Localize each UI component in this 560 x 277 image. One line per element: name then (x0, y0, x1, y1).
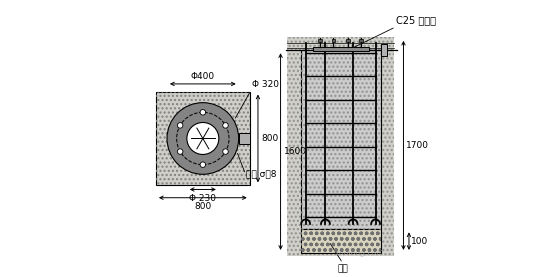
Circle shape (223, 149, 228, 154)
Bar (301, 50, 381, 229)
Text: 钢板 σ＝8: 钢板 σ＝8 (246, 170, 277, 179)
Circle shape (200, 109, 206, 115)
Circle shape (167, 103, 239, 174)
Circle shape (178, 149, 183, 154)
Bar (156, 92, 250, 185)
Bar (156, 92, 250, 185)
Bar (381, 44, 388, 56)
Text: 800: 800 (262, 134, 278, 143)
Text: Φ 320: Φ 320 (253, 80, 279, 89)
Bar (287, 37, 394, 256)
Text: 100: 100 (411, 237, 428, 246)
Circle shape (187, 122, 219, 155)
Text: 800: 800 (194, 202, 212, 211)
Text: zhulong.com: zhulong.com (335, 248, 384, 257)
Bar (318, 39, 322, 42)
Text: 1700: 1700 (406, 141, 429, 150)
Bar (301, 50, 381, 229)
Text: 碎石: 碎石 (338, 265, 348, 274)
Bar (301, 229, 381, 253)
Bar (360, 39, 363, 42)
Bar (346, 39, 350, 42)
Circle shape (223, 123, 228, 128)
Bar (312, 47, 368, 51)
Circle shape (200, 162, 206, 167)
Bar (287, 37, 394, 256)
Bar (301, 229, 381, 253)
Text: C25 混凝土: C25 混凝土 (396, 16, 436, 25)
Circle shape (178, 123, 183, 128)
Text: Φ400: Φ400 (191, 72, 215, 81)
Bar (239, 133, 250, 144)
Text: Φ 230: Φ 230 (189, 194, 216, 203)
Bar (332, 39, 335, 42)
Text: 1600: 1600 (284, 147, 307, 156)
